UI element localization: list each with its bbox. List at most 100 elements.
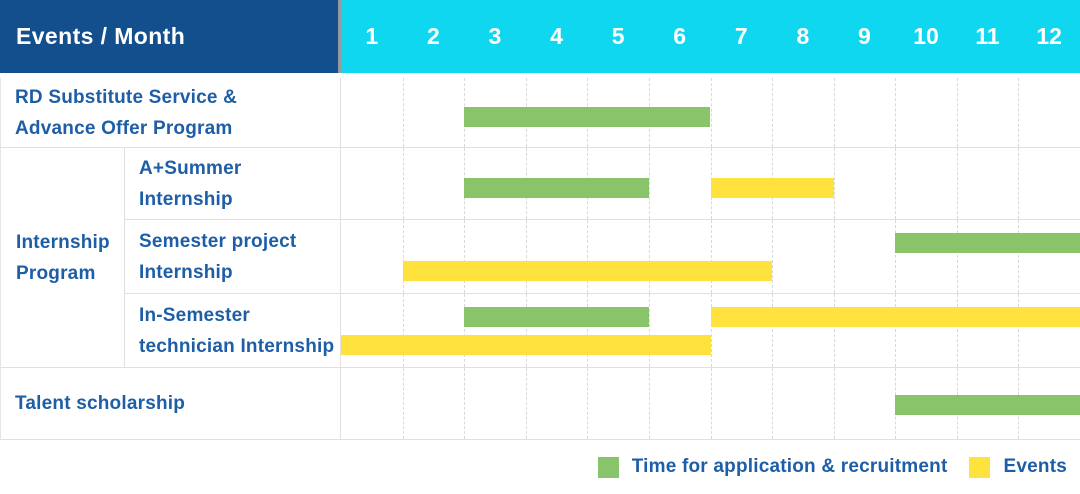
month-header-cell: 8 xyxy=(796,23,810,49)
month-header-cell: 6 xyxy=(673,23,687,49)
month-gridline xyxy=(1018,148,1020,219)
row-label-line: Internship xyxy=(139,188,233,210)
month-gridline xyxy=(648,294,650,367)
gantt-bar-application xyxy=(464,307,649,327)
month-gridline xyxy=(648,148,650,219)
row-label-line: Internship xyxy=(139,261,233,283)
row-label-rd-substitute-service: RD Substitute Service & Advance Offer Pr… xyxy=(1,78,341,148)
row-label-line: A+Summer xyxy=(139,157,242,179)
row-label-talent-scholarship: Talent scholarship xyxy=(1,368,341,439)
month-gridline xyxy=(772,294,774,367)
gantt-body: RD Substitute Service & Advance Offer Pr… xyxy=(0,78,1080,440)
month-gridline xyxy=(895,148,897,219)
timeline-row-rd-substitute-service xyxy=(341,78,1080,148)
month-gridline xyxy=(956,294,958,367)
month-gridline xyxy=(710,294,712,367)
month-gridline xyxy=(402,78,404,147)
group-label-line: Program xyxy=(16,262,96,284)
timeline-row-in-semester-technician-internship xyxy=(341,294,1080,368)
month-gridline xyxy=(833,294,835,367)
month-header-cell: 7 xyxy=(734,23,748,49)
month-header-cell: 3 xyxy=(488,23,502,49)
month-gridline xyxy=(1018,220,1020,293)
group-label-internship-program: Internship Program xyxy=(1,148,125,368)
month-gridline xyxy=(648,220,650,293)
row-label-line: Talent scholarship xyxy=(15,393,186,414)
month-gridline xyxy=(895,78,897,147)
month-header-cell: 12 xyxy=(1036,23,1062,49)
row-label-line: RD Substitute Service & xyxy=(15,86,238,108)
header-row: Events / Month 1 2 3 4 5 6 7 8 9 10 11 1… xyxy=(0,0,1080,73)
gantt-bar-event xyxy=(402,261,773,281)
month-gridline xyxy=(772,220,774,293)
legend-label: Time for application & recruitment xyxy=(631,456,948,477)
month-header-cell: 9 xyxy=(858,23,871,49)
row-label-line: Advance Offer Program xyxy=(15,117,233,139)
month-gridline xyxy=(402,368,404,439)
gantt-bar-event xyxy=(341,335,711,355)
month-gridline xyxy=(464,220,466,293)
header-divider xyxy=(338,0,341,73)
month-header-cell: 4 xyxy=(550,23,563,49)
legend: Time for application & recruitment Event… xyxy=(0,440,1080,494)
month-gridline xyxy=(833,78,835,147)
gantt-bar-event xyxy=(710,178,834,198)
month-gridline xyxy=(402,220,404,293)
month-gridline xyxy=(956,78,958,147)
month-gridline xyxy=(1018,78,1020,147)
month-header-cell: 10 xyxy=(913,23,939,49)
month-gridline xyxy=(648,368,650,439)
month-gridline xyxy=(402,148,404,219)
gantt-bar-application xyxy=(464,107,711,127)
month-gridline xyxy=(772,78,774,147)
timeline-row-talent-scholarship xyxy=(341,368,1080,439)
month-gridline xyxy=(710,368,712,439)
month-header-cell: 2 xyxy=(426,23,440,49)
timeline-row-a-plus-summer-internship xyxy=(341,148,1080,220)
month-header-cell: 1 xyxy=(365,23,379,49)
month-gridline xyxy=(895,220,897,293)
month-header-cell: 5 xyxy=(611,23,625,49)
month-gridline xyxy=(587,294,589,367)
header-corner-cell: Events / Month xyxy=(0,0,338,73)
row-label-line: Semester project xyxy=(139,230,297,252)
month-gridline xyxy=(464,294,466,367)
row-label-a-plus-summer-internship: A+Summer Internship xyxy=(125,148,341,220)
month-header-strip: 1 2 3 4 5 6 7 8 9 10 11 12 xyxy=(341,0,1080,73)
gantt-bar-event xyxy=(710,307,1080,327)
month-header-cell: 11 xyxy=(975,23,1000,49)
month-gridline xyxy=(587,368,589,439)
header-corner-label: Events / Month xyxy=(16,23,186,49)
group-label-line: Internship xyxy=(16,231,110,253)
month-gridline xyxy=(956,220,958,293)
month-gridline xyxy=(587,220,589,293)
legend-item-events: Events xyxy=(969,456,1067,478)
month-gridline xyxy=(956,148,958,219)
month-gridline xyxy=(402,294,404,367)
month-gridline xyxy=(895,294,897,367)
month-gridline xyxy=(772,368,774,439)
legend-label: Events xyxy=(1003,456,1067,477)
row-label-semester-project-internship: Semester project Internship xyxy=(125,220,341,294)
month-gridline xyxy=(1018,294,1020,367)
gantt-bar-application xyxy=(464,178,649,198)
month-gridline xyxy=(833,148,835,219)
row-label-line: technician Internship xyxy=(139,335,335,357)
month-gridline xyxy=(525,368,527,439)
month-gridline xyxy=(525,220,527,293)
month-gridline xyxy=(525,294,527,367)
timeline-row-semester-project-internship xyxy=(341,220,1080,294)
legend-item-application-recruitment: Time for application & recruitment xyxy=(597,456,948,478)
green-swatch-icon xyxy=(597,456,619,478)
month-gridline xyxy=(710,220,712,293)
row-label-in-semester-technician-internship: In-Semester technician Internship xyxy=(125,294,341,368)
month-gridline xyxy=(710,78,712,147)
yellow-swatch-icon xyxy=(969,456,991,478)
month-gridline xyxy=(833,368,835,439)
month-gridline xyxy=(833,220,835,293)
gantt-bar-application xyxy=(895,233,1080,253)
gantt-bar-application xyxy=(895,395,1080,415)
row-label-line: In-Semester xyxy=(139,304,250,326)
month-gridline xyxy=(464,368,466,439)
